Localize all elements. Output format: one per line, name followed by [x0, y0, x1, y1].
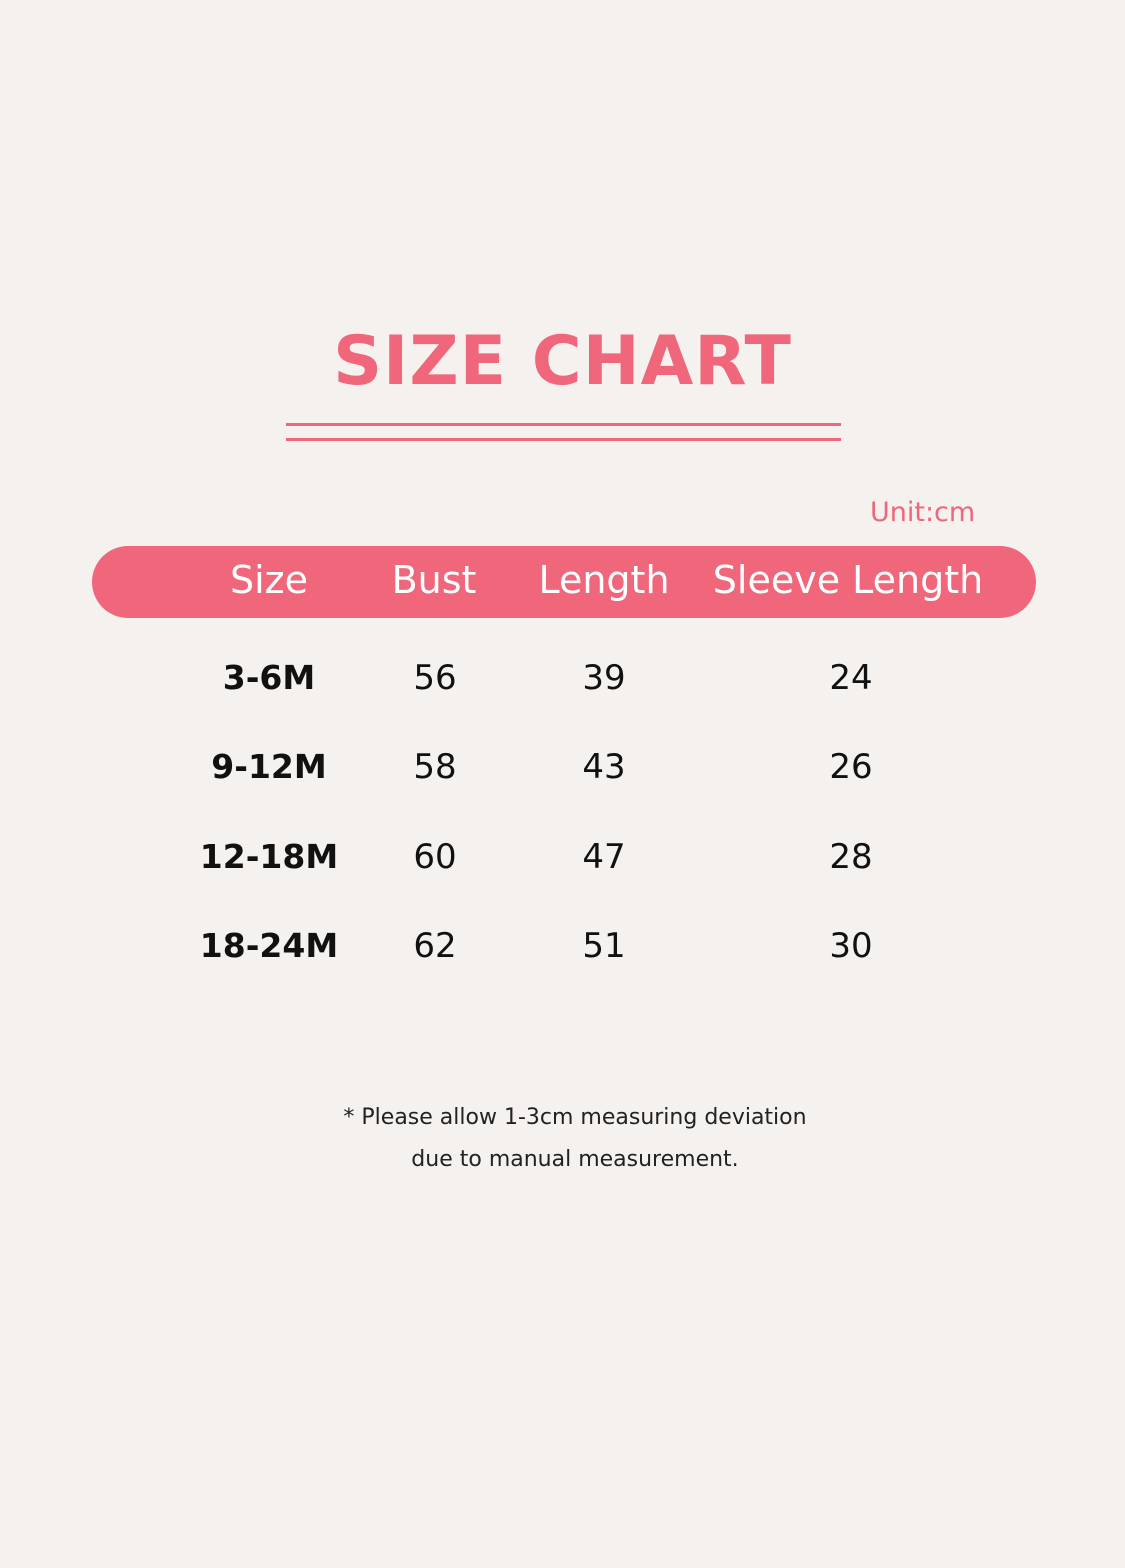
size-cell: 3-6M	[222, 658, 316, 697]
table-row: 18-24M 62 51 30	[0, 926, 1125, 976]
bust-cell: 60	[413, 837, 457, 877]
note-line: due to manual measurement.	[411, 1147, 739, 1172]
size-cell: 18-24M	[199, 926, 339, 965]
sleeve-length-cell: 28	[829, 837, 873, 877]
table-row: 9-12M 58 43 26	[0, 747, 1125, 797]
table-header: Size Bust Length Sleeve Length	[92, 546, 1036, 618]
note-line: * Please allow 1-3cm measuring deviation	[343, 1105, 807, 1130]
table-row: 3-6M 56 39 24	[0, 658, 1125, 708]
size-cell: 12-18M	[199, 837, 339, 876]
length-cell: 39	[582, 658, 626, 698]
table-row: 12-18M 60 47 28	[0, 837, 1125, 887]
sleeve-length-cell: 24	[829, 658, 873, 698]
length-cell: 51	[582, 926, 626, 966]
measurement-note: * Please allow 1-3cm measuring deviation…	[0, 1097, 1125, 1181]
size-cell: 9-12M	[211, 747, 327, 786]
length-cell: 43	[582, 747, 626, 787]
column-header-length: Length	[538, 558, 670, 602]
bust-cell: 58	[413, 747, 457, 787]
sleeve-length-cell: 26	[829, 747, 873, 787]
unit-label: Unit:cm	[870, 497, 976, 528]
column-header-bust: Bust	[391, 558, 477, 602]
sleeve-length-cell: 30	[829, 926, 873, 966]
title-divider	[286, 423, 841, 426]
length-cell: 47	[582, 837, 626, 877]
page-title: SIZE CHART	[333, 322, 792, 401]
column-header-size: Size	[229, 558, 309, 602]
bust-cell: 56	[413, 658, 457, 698]
column-header-sleeve-length: Sleeve Length	[712, 558, 984, 602]
title-divider	[286, 438, 841, 441]
bust-cell: 62	[413, 926, 457, 966]
